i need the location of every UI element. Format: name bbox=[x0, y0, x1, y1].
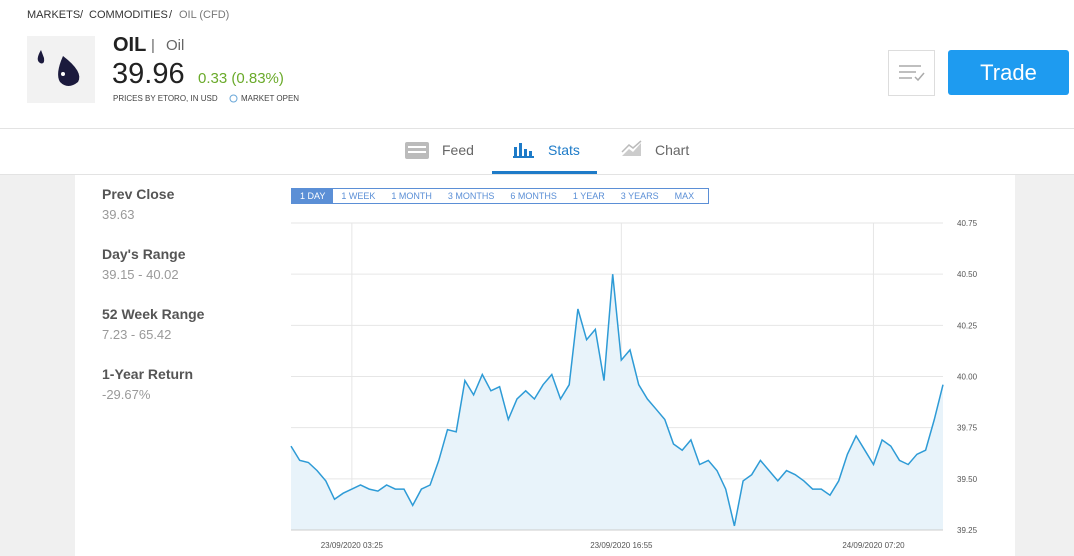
tab[interactable]: Chart bbox=[655, 142, 690, 158]
range-button[interactable]: 3 YEARS bbox=[620, 191, 659, 201]
stats-icon bbox=[513, 143, 534, 158]
range-button[interactable]: 1 WEEK bbox=[341, 191, 376, 201]
tab[interactable]: Feed bbox=[442, 142, 474, 158]
area-fill bbox=[291, 274, 943, 530]
stat-label: 1-Year Return bbox=[102, 366, 194, 382]
y-tick-label: 39.50 bbox=[957, 475, 978, 484]
stat-value: 7.23 - 65.42 bbox=[102, 327, 172, 342]
price-chart: 39.25 39.50 39.75 40.00 40.25 40.50 40.75 23/09… bbox=[290, 219, 978, 550]
x-tick-label: 23/09/2020 03:25 bbox=[321, 541, 384, 550]
divider: | bbox=[151, 37, 155, 54]
breadcrumb-link[interactable]: MARKETS bbox=[27, 9, 81, 21]
y-tick-label: 39.25 bbox=[957, 526, 978, 535]
x-tick-label: 23/09/2020 16:55 bbox=[590, 541, 653, 550]
market-status: MARKET OPEN bbox=[241, 94, 300, 103]
price-line bbox=[290, 274, 944, 527]
y-tick-label: 40.50 bbox=[957, 270, 978, 279]
stat-label: 52 Week Range bbox=[102, 306, 205, 322]
symbol: OIL bbox=[113, 34, 147, 56]
stat-value: 39.63 bbox=[102, 207, 135, 222]
range-button-active[interactable]: 1 DAY bbox=[292, 189, 334, 203]
stat-label: Prev Close bbox=[102, 186, 175, 202]
instrument-name: Oil bbox=[166, 37, 185, 54]
chart-icon bbox=[621, 140, 642, 156]
tab-active[interactable]: Stats bbox=[548, 142, 580, 158]
price: 39.96 bbox=[112, 58, 185, 90]
breadcrumb-separator: / bbox=[80, 9, 84, 21]
y-tick-label: 40.25 bbox=[957, 321, 978, 330]
feed-icon bbox=[405, 142, 429, 159]
range-button[interactable]: 3 MONTHS bbox=[447, 191, 495, 201]
stat-value: -29.67% bbox=[102, 387, 151, 402]
range-button[interactable]: 6 MONTHS bbox=[510, 191, 557, 201]
breadcrumb-link[interactable]: COMMODITIES bbox=[89, 9, 168, 21]
x-tick-label: 24/09/2020 07:20 bbox=[842, 541, 905, 550]
range-button[interactable]: 1 MONTH bbox=[391, 191, 432, 201]
stat-value: 39.15 - 40.02 bbox=[102, 267, 179, 282]
breadcrumb-separator: / bbox=[169, 9, 173, 21]
price-note: PRICES BY ETORO, IN USD bbox=[113, 94, 218, 103]
price-change: 0.33 (0.83%) bbox=[198, 70, 284, 87]
y-tick-label: 40.00 bbox=[957, 373, 978, 382]
stat-label: Day's Range bbox=[102, 246, 186, 262]
trade-button[interactable]: Trade bbox=[948, 50, 1069, 95]
range-button[interactable]: 1 YEAR bbox=[572, 191, 605, 201]
y-tick-label: 39.75 bbox=[957, 424, 978, 433]
range-selector: 1 DAY 1 WEEK 1 MONTH 3 MONTHS 6 MONTHS 1… bbox=[291, 188, 709, 204]
watchlist-button[interactable] bbox=[888, 50, 935, 96]
clock-icon bbox=[229, 94, 238, 103]
breadcrumb-current: OIL (CFD) bbox=[179, 9, 230, 21]
tab-bar bbox=[0, 129, 1074, 175]
tab-underline bbox=[492, 171, 597, 174]
instrument-logo bbox=[27, 36, 95, 103]
range-button[interactable]: MAX bbox=[674, 191, 695, 201]
y-tick-label: 40.75 bbox=[957, 219, 978, 228]
